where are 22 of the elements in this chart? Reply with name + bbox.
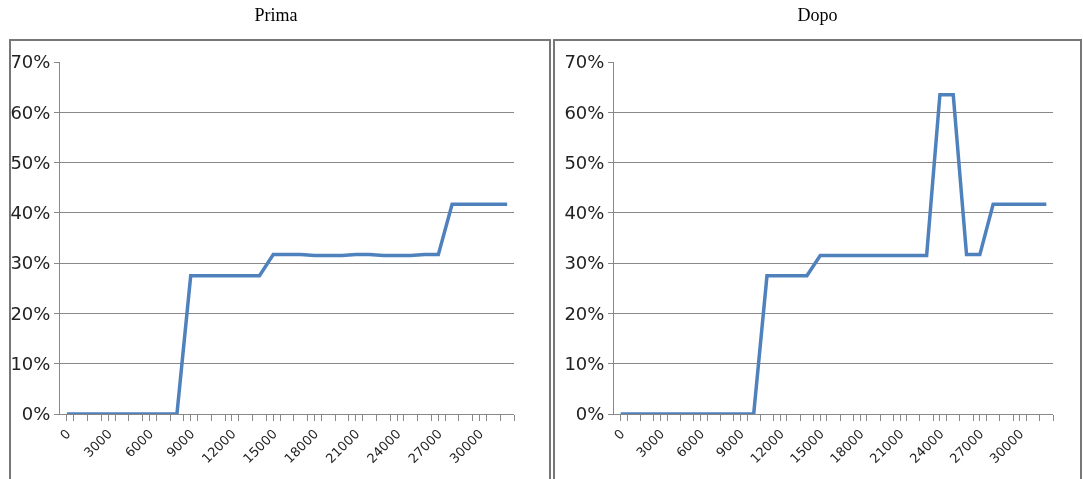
chart-title: Dopo <box>797 4 838 25</box>
y-tick-label: 30% <box>10 252 51 274</box>
line-series <box>65 202 509 414</box>
y-tick-label: 20% <box>10 302 51 324</box>
y-tick-label: 70% <box>564 51 605 73</box>
x-tick-label: 0 <box>610 426 628 443</box>
y-tick-label: 40% <box>564 202 605 224</box>
y-tick-label: 60% <box>10 101 51 123</box>
y-tick-label: 10% <box>10 353 51 375</box>
x-tick-label: 0 <box>57 426 74 443</box>
y-tick-label: 0% <box>21 403 51 425</box>
y-tick-label: 70% <box>10 51 51 73</box>
y-tick-label: 60% <box>564 101 605 123</box>
y-tick-label: 40% <box>10 202 51 224</box>
chart-title: Prima <box>254 4 298 25</box>
y-tick-label: 50% <box>10 151 51 173</box>
y-tick-label: 0% <box>575 403 605 425</box>
line-series <box>618 92 1049 414</box>
y-tick-label: 30% <box>564 252 605 274</box>
y-tick-label: 20% <box>564 302 605 324</box>
y-tick-label: 50% <box>564 151 605 173</box>
y-tick-label: 10% <box>564 353 605 375</box>
